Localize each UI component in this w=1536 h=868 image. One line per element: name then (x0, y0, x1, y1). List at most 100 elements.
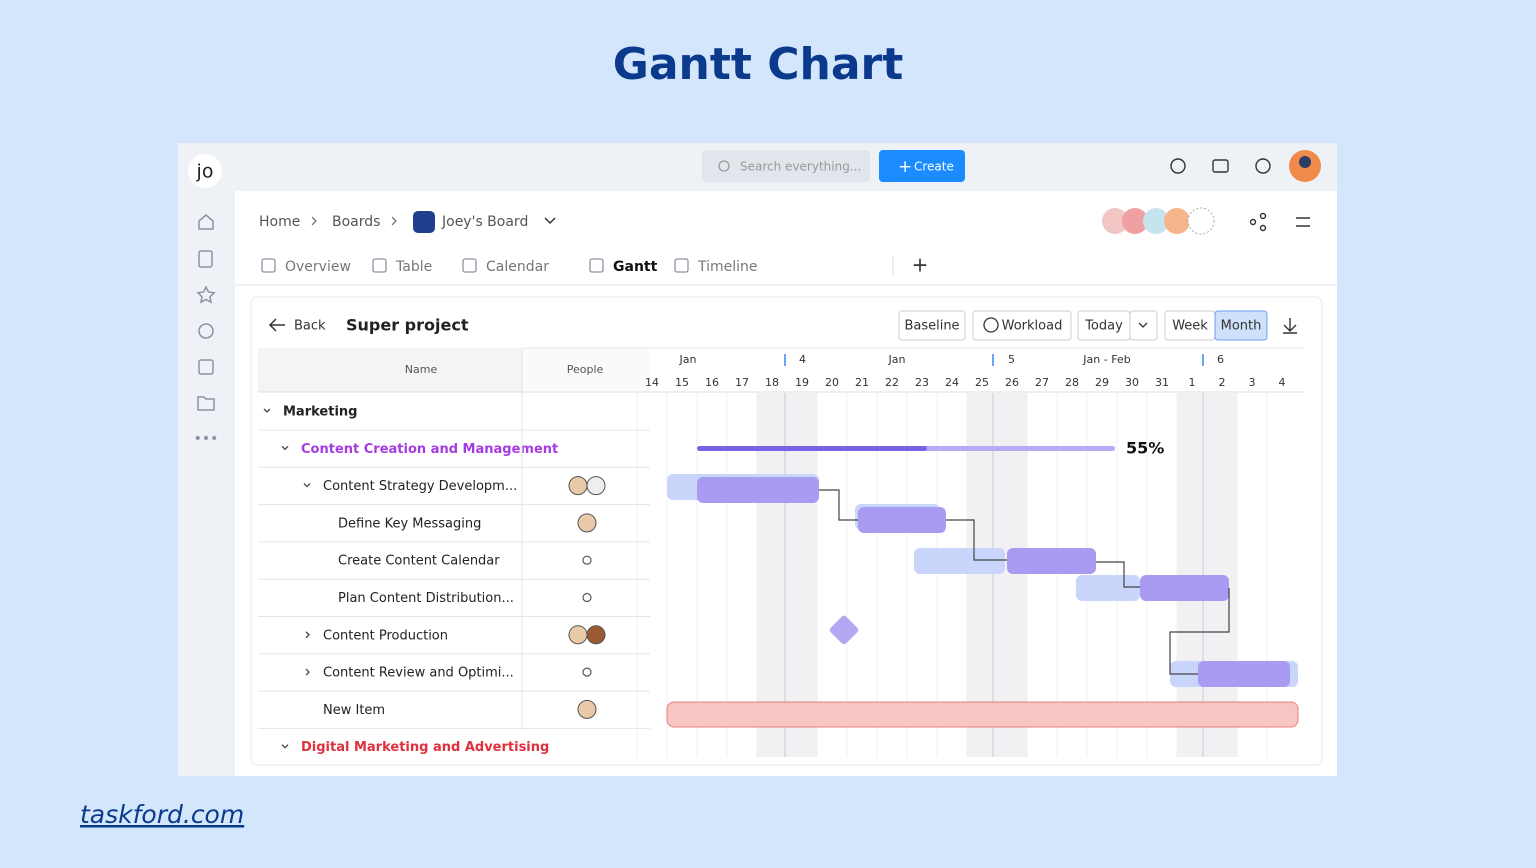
create-button[interactable] (879, 150, 965, 182)
toolbar-button-label: Today (1084, 319, 1123, 334)
task-name[interactable]: Content Creation and Management (301, 442, 558, 457)
toolbar-button[interactable] (898, 310, 966, 341)
breadcrumb-item[interactable]: Joey's Board (441, 214, 528, 230)
top-icons[interactable] (1170, 158, 1271, 174)
person-avatar (586, 476, 606, 496)
day-label: 28 (1065, 376, 1079, 389)
user-avatar-head (1299, 156, 1311, 168)
tab-icon (674, 258, 689, 273)
period-label: 5 (1008, 353, 1015, 366)
day-label: 15 (675, 376, 689, 389)
day-label: 2 (1219, 376, 1226, 389)
day-label: 20 (825, 376, 839, 389)
period-label: Jan - Feb (1082, 353, 1130, 366)
project-title: Super project (346, 316, 469, 335)
name-header (258, 348, 522, 392)
expand-chevron[interactable] (305, 668, 310, 676)
progress-fill (697, 446, 927, 451)
breadcrumb-item[interactable]: Home (259, 214, 300, 230)
breadcrumb-sep (391, 216, 397, 226)
day-label: 1 (1189, 376, 1196, 389)
create-label: Create (914, 160, 954, 174)
period-label: Jan (888, 353, 906, 366)
board-icon (413, 211, 435, 233)
tab[interactable]: Table (395, 259, 432, 275)
dropdown-chevron (1138, 322, 1148, 328)
sidebar-icons[interactable] (196, 214, 216, 411)
progress-label: 55% (1126, 439, 1164, 458)
tab-icon (462, 258, 477, 273)
tab[interactable]: Timeline (697, 259, 758, 275)
tab-icon (589, 258, 604, 273)
person-avatar (568, 476, 588, 496)
page-title: Gantt Chart (613, 39, 904, 90)
day-label: 17 (735, 376, 749, 389)
day-label: 30 (1125, 376, 1139, 389)
toolbar-button[interactable] (1214, 310, 1268, 341)
day-label: 19 (795, 376, 809, 389)
period-label: 4 (799, 353, 806, 366)
day-label: 26 (1005, 376, 1019, 389)
expand-chevron[interactable] (305, 631, 310, 639)
download-icon[interactable] (1283, 318, 1297, 334)
task-name[interactable]: Define Key Messaging (338, 516, 481, 531)
task-name[interactable]: Plan Content Distribution... (338, 591, 514, 606)
day-label: 25 (975, 376, 989, 389)
tab[interactable]: Calendar (486, 259, 549, 275)
footer-link[interactable]: taskford.com (80, 800, 244, 829)
toolbar-button[interactable] (972, 310, 1072, 341)
day-label: 21 (855, 376, 869, 389)
expand-chevron[interactable] (263, 408, 271, 413)
toolbar-button-label: Baseline (904, 319, 959, 334)
task-name[interactable]: Content Production (323, 628, 448, 643)
today-dropdown[interactable] (1129, 310, 1158, 341)
unassigned-icon (582, 667, 592, 677)
day-label: 14 (645, 376, 659, 389)
day-label: 18 (765, 376, 779, 389)
day-label: 27 (1035, 376, 1049, 389)
task-name[interactable]: Digital Marketing and Advertising (301, 740, 549, 755)
back-arrow[interactable] (268, 318, 285, 332)
person-avatar (586, 625, 606, 645)
search-box[interactable] (702, 150, 870, 182)
logo[interactable] (188, 154, 222, 188)
add-tab[interactable]: + (912, 253, 929, 277)
weekend-column (967, 393, 997, 757)
expand-chevron[interactable] (281, 445, 289, 451)
more-icon[interactable]: ••• (194, 431, 219, 447)
day-label: 4 (1279, 376, 1286, 389)
period-label: 6 (1217, 353, 1224, 366)
day-label: 29 (1095, 376, 1109, 389)
panel-icons[interactable] (1249, 212, 1311, 232)
person-avatar (577, 513, 597, 533)
gantt-bars[interactable] (666, 474, 1299, 728)
breadcrumb-item[interactable]: Boards (332, 214, 380, 230)
task-name[interactable]: Content Review and Optimi... (323, 666, 514, 681)
period-label: Jan (679, 353, 697, 366)
task-name[interactable]: Content Strategy Developm... (323, 479, 517, 494)
task-name[interactable]: New Item (323, 703, 385, 718)
unassigned-icon (582, 592, 592, 603)
day-label: 23 (915, 376, 929, 389)
team-avatars[interactable] (1102, 207, 1215, 235)
day-label: 24 (945, 376, 959, 389)
toolbar-button-label: Week (1172, 319, 1208, 334)
task-name[interactable]: Create Content Calendar (338, 554, 500, 569)
weekend-column (997, 393, 1027, 757)
task-name[interactable]: Marketing (283, 405, 357, 420)
toolbar-button-label: Workload (1002, 319, 1063, 334)
expand-chevron[interactable] (281, 744, 289, 749)
column-header: People (567, 363, 604, 376)
weekend-column (787, 393, 817, 757)
tab[interactable]: Gantt (613, 259, 658, 275)
person-avatar (568, 625, 588, 645)
expand-chevron[interactable] (303, 483, 311, 488)
back-label[interactable]: Back (294, 319, 326, 334)
tab[interactable]: Overview (285, 259, 351, 275)
board-dropdown[interactable] (544, 217, 556, 225)
people-header (522, 348, 650, 392)
search-icon (718, 160, 730, 172)
tab-icon (372, 258, 387, 273)
